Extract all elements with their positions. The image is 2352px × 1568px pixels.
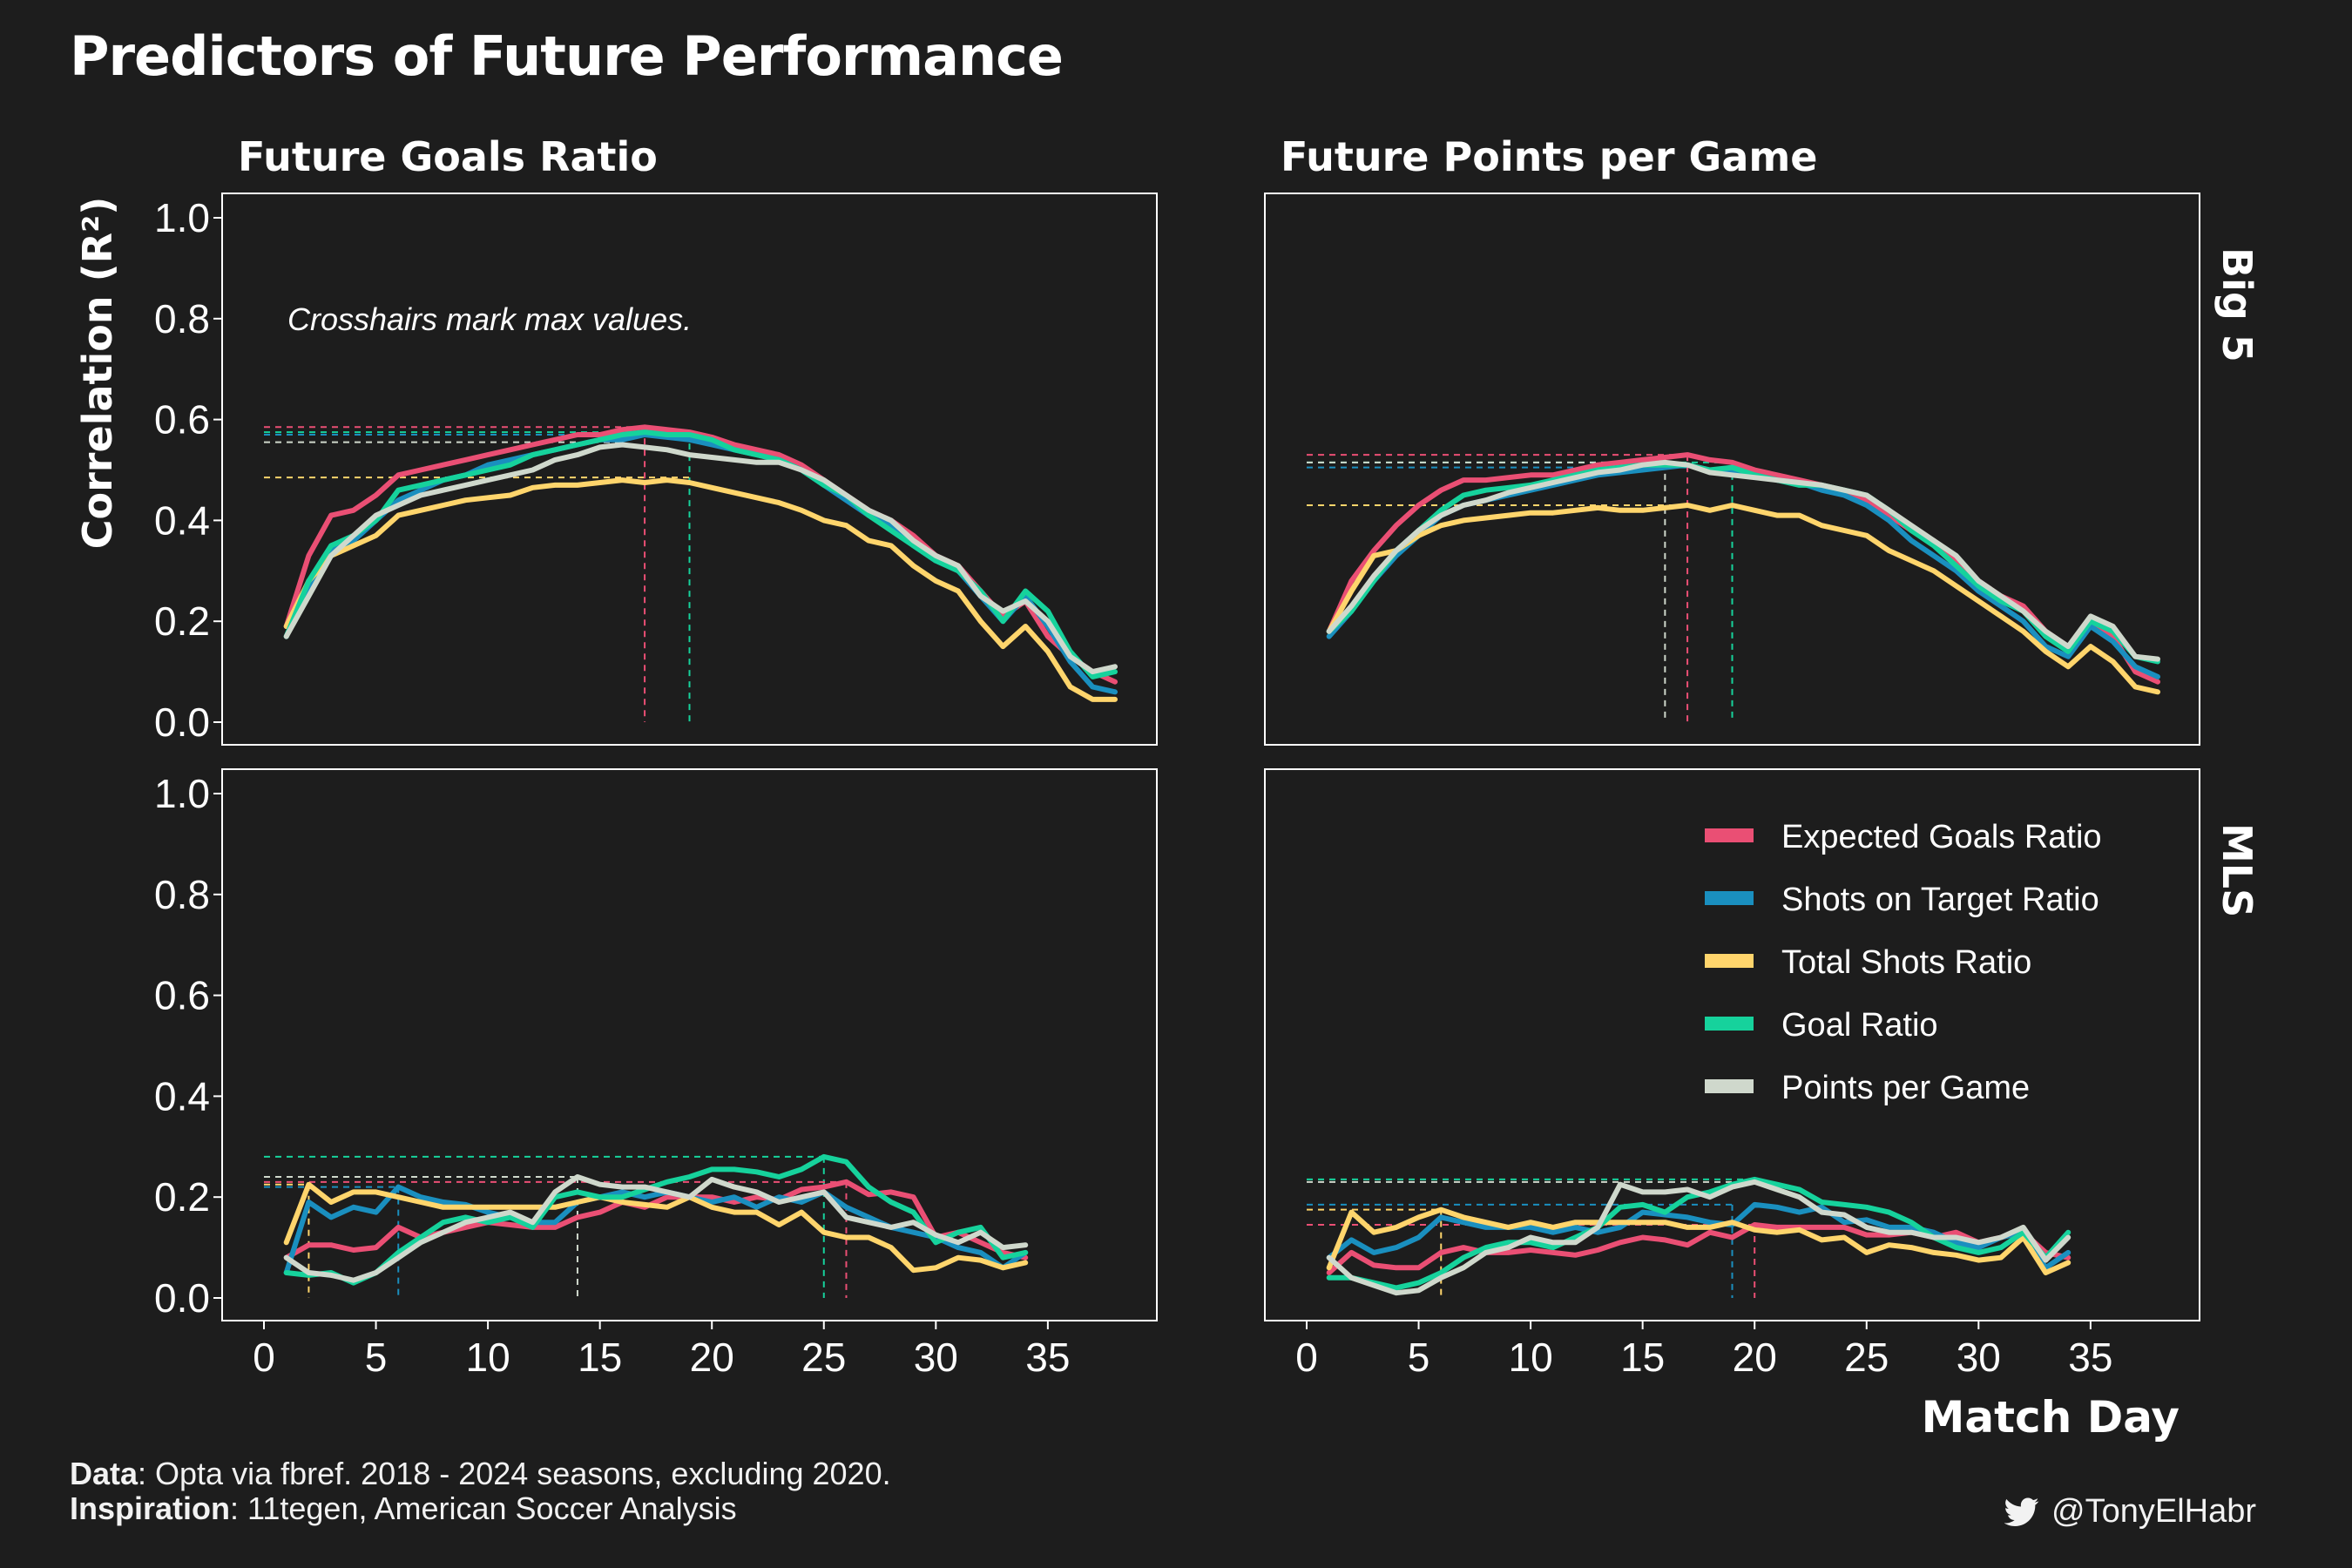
series-line-points-per-game bbox=[283, 1174, 1029, 1283]
y-axis-title: Correlation (R²) bbox=[74, 197, 121, 549]
y-tick-label: 0.8 bbox=[154, 872, 210, 917]
series-line-shots-on-target-ratio bbox=[283, 1184, 1029, 1275]
y-tick-label: 0.6 bbox=[154, 973, 210, 1018]
legend-label-points-per-game: Points per Game bbox=[1781, 1070, 2030, 1106]
y-tick-label: 0.4 bbox=[154, 497, 210, 543]
series-line-total-shots-ratio bbox=[1326, 503, 2160, 695]
annotation-text: Crosshairs mark max values. bbox=[287, 301, 692, 337]
x-axis-title: Match Day bbox=[1922, 1392, 2180, 1443]
x-tick-label: 20 bbox=[1733, 1335, 1777, 1380]
series-line-expected-goals-ratio bbox=[1326, 452, 2160, 685]
facet-row-label: MLS bbox=[2213, 823, 2261, 917]
legend-label-shots-on-target-ratio: Shots on Target Ratio bbox=[1781, 882, 2099, 918]
legend-label-total-shots-ratio: Total Shots Ratio bbox=[1781, 944, 2031, 981]
legend-swatch-points-per-game bbox=[1705, 1079, 1754, 1093]
caption-data-text: : Opta via fbref. 2018 - 2024 seasons, e… bbox=[138, 1456, 891, 1491]
x-tick-label: 20 bbox=[690, 1335, 734, 1380]
x-tick-label: 35 bbox=[1025, 1335, 1070, 1380]
caption: Data: Opta via fbref. 2018 - 2024 season… bbox=[70, 1456, 891, 1526]
legend-label-expected-goals-ratio: Expected Goals Ratio bbox=[1781, 819, 2102, 855]
caption-inspiration-label: Inspiration bbox=[70, 1490, 231, 1526]
legend-swatch-shots-on-target-ratio bbox=[1705, 891, 1754, 905]
series-line-points-per-game bbox=[283, 442, 1118, 675]
y-tick-label: 0.6 bbox=[154, 397, 210, 443]
x-tick-label: 30 bbox=[1957, 1335, 2001, 1380]
x-tick-label: 5 bbox=[1408, 1335, 1430, 1380]
y-tick-label: 0.0 bbox=[154, 1275, 210, 1321]
series-line-expected-goals-ratio bbox=[283, 1179, 1029, 1260]
caption-data-label: Data bbox=[70, 1456, 139, 1491]
series-line-total-shots-ratio bbox=[283, 477, 1118, 702]
facet-column-label: Future Points per Game bbox=[1281, 133, 1818, 180]
caption-inspiration-line: Inspiration: 11tegen, American Soccer An… bbox=[70, 1491, 891, 1526]
series-line-shots-on-target-ratio bbox=[1326, 462, 2160, 679]
x-tick-label: 35 bbox=[2068, 1335, 2112, 1380]
legend-label-goal-ratio: Goal Ratio bbox=[1781, 1007, 1938, 1044]
y-tick-label: 1.0 bbox=[154, 195, 210, 240]
panel-border bbox=[1264, 193, 2200, 746]
x-tick-label: 10 bbox=[1509, 1335, 1553, 1380]
x-tick-label: 5 bbox=[365, 1335, 388, 1380]
legend-swatch-goal-ratio bbox=[1705, 1017, 1754, 1031]
caption-data-line: Data: Opta via fbref. 2018 - 2024 season… bbox=[70, 1456, 891, 1491]
series-line-points-per-game bbox=[1326, 459, 2160, 662]
panel-border bbox=[221, 193, 1158, 746]
x-tick-label: 0 bbox=[1295, 1335, 1318, 1380]
page-title: Predictors of Future Performance bbox=[70, 24, 1064, 88]
panel-border bbox=[221, 768, 1158, 1321]
series-line-total-shots-ratio bbox=[1326, 1206, 2072, 1275]
x-tick-label: 15 bbox=[1620, 1335, 1665, 1380]
legend-swatch-expected-goals-ratio bbox=[1705, 828, 1754, 842]
x-tick-label: 15 bbox=[578, 1335, 622, 1380]
y-tick-label: 0.2 bbox=[154, 1174, 210, 1220]
series-line-goal-ratio bbox=[283, 429, 1118, 679]
series-line-expected-goals-ratio bbox=[283, 424, 1118, 685]
facet-row-label: Big 5 bbox=[2213, 247, 2261, 362]
legend-swatch-total-shots-ratio bbox=[1705, 954, 1754, 968]
author-handle-text: @TonyElHabr bbox=[2051, 1493, 2256, 1530]
y-tick-label: 0.4 bbox=[154, 1073, 210, 1119]
series-line-points-per-game bbox=[1326, 1179, 2072, 1296]
x-tick-label: 30 bbox=[914, 1335, 958, 1380]
twitter-bird-icon bbox=[2004, 1497, 2039, 1526]
y-tick-label: 1.0 bbox=[154, 771, 210, 816]
x-tick-label: 10 bbox=[466, 1335, 510, 1380]
x-tick-label: 0 bbox=[253, 1335, 275, 1380]
series-line-goal-ratio bbox=[283, 1153, 1029, 1286]
facet-column-label: Future Goals Ratio bbox=[238, 133, 658, 180]
y-tick-label: 0.0 bbox=[154, 700, 210, 745]
y-tick-label: 0.2 bbox=[154, 598, 210, 644]
x-tick-label: 25 bbox=[1844, 1335, 1889, 1380]
panel-border bbox=[1264, 768, 2200, 1321]
series-line-total-shots-ratio bbox=[283, 1181, 1029, 1274]
x-tick-label: 25 bbox=[801, 1335, 846, 1380]
author-handle: @TonyElHabr bbox=[2004, 1493, 2256, 1531]
y-tick-label: 0.8 bbox=[154, 296, 210, 341]
caption-inspiration-text: : 11tegen, American Soccer Analysis bbox=[230, 1490, 737, 1526]
